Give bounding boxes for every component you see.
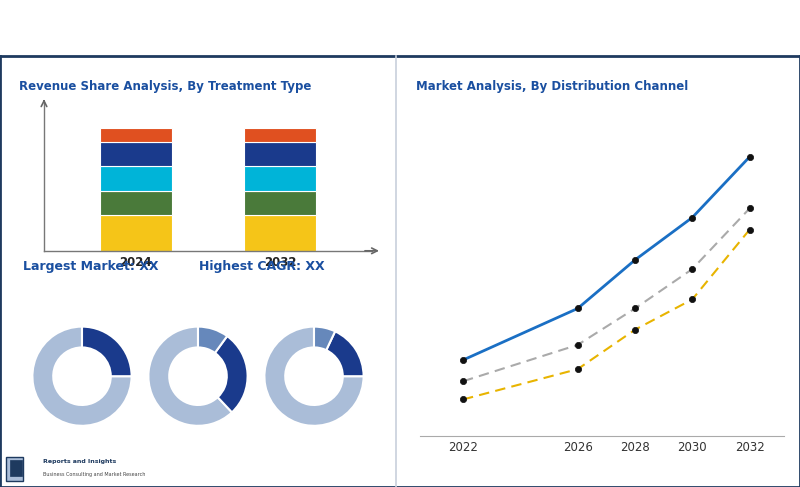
Text: Largest Market: XX: Largest Market: XX — [22, 260, 158, 273]
Text: GLOBAL DEEP VEIN THROMBOSIS TREATMENT MARKET SEGMENT ANALYSIS: GLOBAL DEEP VEIN THROMBOSIS TREATMENT MA… — [10, 20, 630, 36]
Bar — [100, 191, 172, 215]
Bar — [244, 215, 316, 251]
Wedge shape — [265, 327, 363, 426]
Wedge shape — [326, 331, 363, 376]
Wedge shape — [314, 327, 335, 350]
Text: Business Consulting and Market Research: Business Consulting and Market Research — [42, 471, 145, 477]
Wedge shape — [82, 327, 131, 376]
Bar — [244, 142, 316, 166]
Wedge shape — [33, 327, 131, 426]
Text: Market Analysis, By Distribution Channel: Market Analysis, By Distribution Channel — [416, 80, 688, 93]
Bar — [244, 191, 316, 215]
Bar — [244, 166, 316, 191]
Bar — [244, 128, 316, 142]
Bar — [100, 215, 172, 251]
Bar — [100, 128, 172, 142]
Text: Revenue Share Analysis, By Treatment Type: Revenue Share Analysis, By Treatment Typ… — [19, 80, 311, 93]
Wedge shape — [198, 327, 227, 353]
FancyBboxPatch shape — [6, 457, 23, 481]
Bar — [100, 166, 172, 191]
Bar — [100, 142, 172, 166]
Wedge shape — [149, 327, 232, 426]
FancyBboxPatch shape — [10, 461, 22, 476]
Text: Reports and Insights: Reports and Insights — [42, 459, 116, 464]
Wedge shape — [215, 336, 247, 412]
Text: Highest CAGR: XX: Highest CAGR: XX — [199, 260, 325, 273]
